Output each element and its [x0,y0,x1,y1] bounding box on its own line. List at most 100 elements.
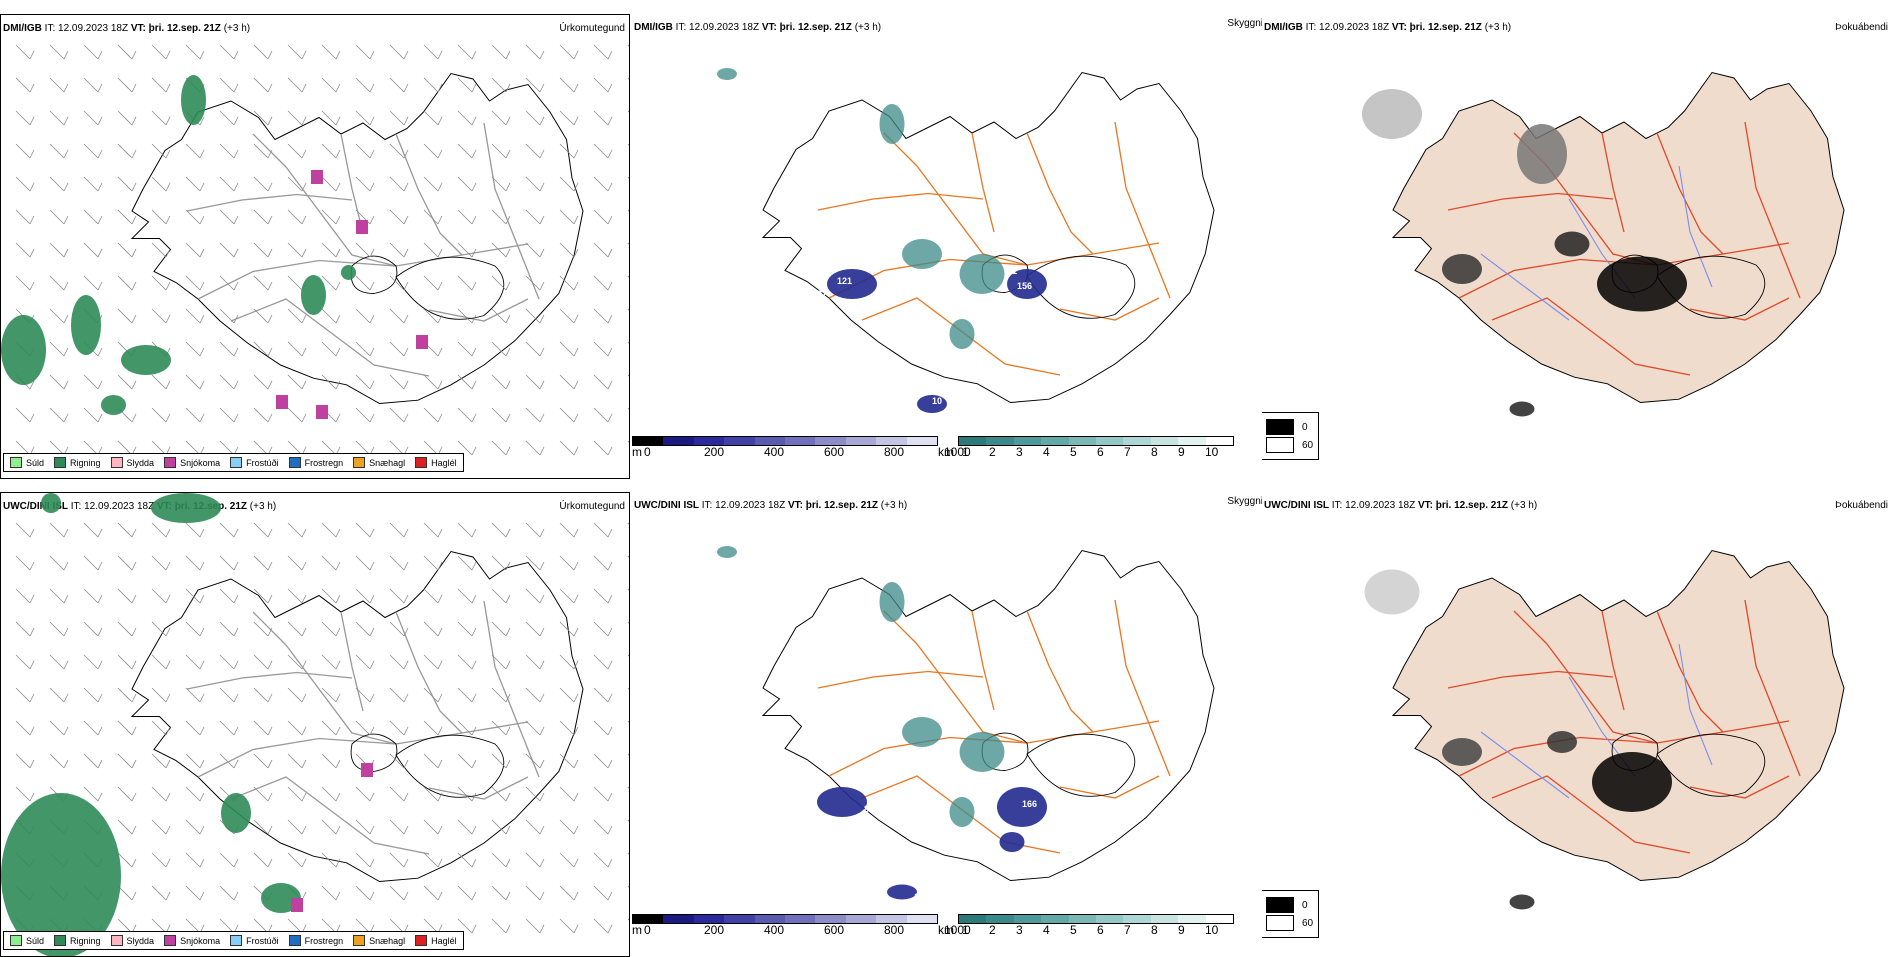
colorbar-tick: 600 [824,445,845,459]
legend-label: Snjókoma [180,935,221,946]
colorbar-swatch [876,437,907,445]
legend-item: Snæhagl [353,457,405,468]
legend-label: Snjókoma [180,457,221,468]
colorbar-tick: 800 [884,923,905,937]
colorbar-swatch [754,437,786,445]
legend-item: Haglél [415,457,457,468]
colorbar-swatch [986,437,1014,445]
colorbar-tick: 800 [884,445,905,459]
cloud-base-value: 78 [942,261,952,271]
fog-panel-row2: UWC/DINI ISL IT: 12.09.2023 18Z VT: þri.… [1262,492,1892,957]
colorbar-tick: 3 [1016,445,1023,459]
colorbar-swatch [1123,915,1151,923]
cloud-base-ticks: m 0 200 400 600 800 1000 km [632,923,971,937]
colorbar-tick: 4 [1043,923,1050,937]
colorbar-swatch [986,915,1014,923]
colorbar-swatch [785,915,816,923]
fog-key-row: 0 [1266,897,1313,913]
legend-item: Snæhagl [353,935,405,946]
panel-header: DMI/IGB IT: 12.09.2023 18Z VT: þri. 12.s… [634,22,882,33]
fog-panel-row1: DMI/IGB IT: 12.09.2023 18Z VT: þri. 12.s… [1262,14,1892,479]
colorbar-tick: 8 [1151,923,1158,937]
legend-label: Haglél [431,457,457,468]
colorbar-tick: 6 [1097,445,1104,459]
legend-label: Frostregn [304,935,344,946]
legend-label: Súld [26,935,45,946]
iceland-map-fog [1362,71,1845,417]
legend-label: Frostregn [304,457,344,468]
colorbar-tick: 1 [962,923,969,937]
colorbar-swatch [1041,915,1069,923]
cloud-base-value: 166 [1022,799,1037,809]
colorbar-tick: 8 [1151,445,1158,459]
fog-key-label: 0 [1302,421,1308,433]
colorbar-swatch [815,437,846,445]
fog-key-label: 60 [1302,439,1314,451]
visibility-colorbar [958,436,1234,446]
cloud-base-colorbar [632,914,938,924]
legend-item: Frostregn [288,457,344,468]
colorbar-tick: 2 [989,923,996,937]
colorbar-swatch [633,915,664,923]
colorbar-tick: 1000 [944,923,971,937]
colorbar-swatch [1013,915,1042,923]
colorbar-swatch [724,437,755,445]
colorbar-tick: 4 [1043,445,1050,459]
legend-label: Rigning [70,457,101,468]
cloud-base-value: 10 [932,396,942,406]
colorbar-swatch [663,437,694,445]
colorbar-swatch [1205,437,1234,445]
cloud-base-value: 105 [890,799,905,809]
legend-swatch [353,935,366,946]
fog-key-swatch [1266,419,1294,435]
cloud-base-value: 132 [1032,836,1047,846]
colorbar-swatch [959,437,987,445]
colorbar-swatch [663,915,694,923]
colorbar-swatch [876,915,907,923]
colorbar-swatch [1013,437,1042,445]
colorbar-swatch [1041,437,1069,445]
legend-swatch [54,935,67,946]
legend-label: Haglél [431,935,457,946]
panel-header: UWC/DINI ISL IT: 12.09.2023 18Z VT: þri.… [1264,500,1538,511]
legend-item: Súld [10,457,44,468]
colorbar-swatch [1123,437,1151,445]
colorbar-swatch [845,437,877,445]
legend-item: Frostúði [230,457,279,468]
legend-label: Snæhagl [369,935,406,946]
legend-item: Frostúði [230,935,279,946]
colorbar-tick: 3 [1016,923,1023,937]
iceland-map-precip [1,493,629,956]
fog-key-swatch [1266,915,1294,931]
colorbar-tick: 5 [1070,445,1077,459]
colorbar-tick: 200 [704,445,725,459]
legend-item: Slydda [110,457,155,468]
colorbar-swatch [785,437,816,445]
colorbar-swatch [1205,915,1234,923]
precip-type-panel-row1: DMI/IGB IT: 12.09.2023 18Z VT: þri. 12.s… [0,14,630,479]
fog-index-key: 0 60 [1262,412,1320,460]
colorbar-swatch [845,915,877,923]
cloud-base-colorbar [632,436,938,446]
colorbar-tick: 10 [1205,923,1219,937]
colorbar-tick: 600 [824,923,845,937]
cloud-base-value: 111 [914,892,928,902]
colorbar-tick: 0 [644,923,651,937]
legend-item: Slydda [110,935,154,946]
colorbar-swatch [959,915,987,923]
legend-label: Frostúði [246,935,279,946]
legend-item: Haglél [415,935,457,946]
legend-item: Frostregn [288,935,344,946]
legend-label: Slydda [126,457,155,468]
colorbar-tick: 0 [644,445,651,459]
cloud-vis-panel-row2: UWC/DINI ISL IT: 12.09.2023 18Z VT: þri.… [632,492,1262,957]
colorbar-swatch [633,437,664,445]
legend-label: Súld [26,457,45,468]
cloud-base-value: 88 [864,804,874,814]
legend-swatch [10,935,22,946]
colorbar-tick: 200 [704,923,725,937]
colorbar-swatch [693,437,725,445]
legend-swatch [54,457,67,468]
panel-title: Úrkomutegund [559,23,625,34]
colorbar-swatch [693,915,725,923]
